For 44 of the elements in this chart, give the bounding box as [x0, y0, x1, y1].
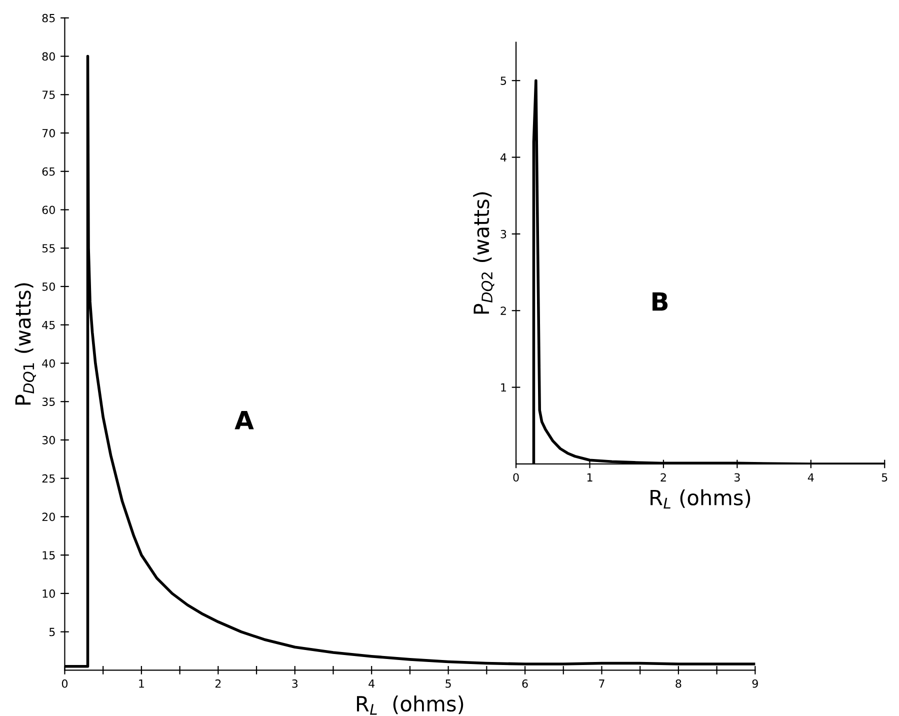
x-tick-label: 9 [752, 679, 758, 688]
x-tick-label: 3 [292, 679, 298, 688]
y-tick-label: 65 [42, 167, 55, 176]
x-tick-label: 8 [676, 679, 682, 688]
y-tick-label: 30 [42, 436, 55, 444]
y-tick-label: 40 [42, 359, 55, 368]
y-tick-label: 70 [42, 128, 55, 138]
y-tick-label: 4 [500, 153, 506, 162]
y-tick-label: 10 [42, 589, 55, 598]
y-tick-label: 1 [501, 383, 506, 392]
y-tick-label: 2 [500, 306, 506, 315]
x-tick-label: 1 [139, 680, 144, 688]
x-tick-label: 6 [522, 679, 528, 688]
annotation: B [652, 292, 668, 311]
x-tick-label: 7 [599, 680, 604, 688]
x-tick-label: 5 [882, 473, 888, 482]
x-tick-label: 5 [446, 680, 451, 688]
y-tick-label: 60 [42, 206, 55, 214]
y-tick-label: 85 [42, 14, 55, 22]
x-tick-label: 4 [368, 680, 374, 688]
x-axis-title: R$_{L}$ (ohms) [650, 489, 750, 509]
y-tick-label: 55 [42, 244, 55, 252]
y-tick-label: 35 [42, 398, 55, 406]
x-tick-label: 4 [808, 473, 814, 482]
x-tick-label: 1 [587, 473, 592, 482]
y-axis-title: P$_{DQ1}$ (watts) [14, 283, 36, 405]
y-tick-label: 5 [500, 76, 506, 85]
y-tick-label: 50 [42, 282, 55, 291]
x-tick-label: 2 [660, 473, 666, 482]
x-tick-label: 0 [513, 473, 519, 482]
y-tick-label: 15 [42, 551, 55, 560]
annotation: A [234, 410, 254, 430]
y-tick-label: 5 [49, 628, 55, 636]
x-tick-label: 2 [215, 679, 221, 688]
x-axis-title: R$_{L}$ (ohms) [356, 696, 464, 715]
y-axis-title: P$_{DQ2}$ (watts) [473, 192, 494, 314]
x-tick-label: 0 [62, 679, 68, 688]
y-tick-label: 45 [42, 320, 55, 330]
y-tick-label: 75 [42, 90, 55, 100]
y-tick-label: 20 [42, 512, 55, 522]
x-tick-label: 3 [734, 473, 740, 482]
y-tick-label: 3 [500, 230, 506, 238]
y-tick-label: 25 [42, 474, 55, 483]
y-tick-label: 80 [42, 52, 55, 61]
